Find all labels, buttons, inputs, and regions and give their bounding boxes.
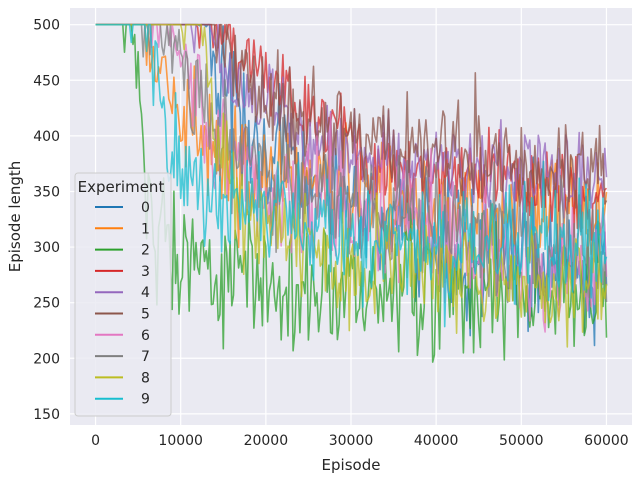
legend-label-8: 8 bbox=[141, 370, 150, 386]
y-tick-label: 400 bbox=[33, 129, 60, 145]
legend-label-5: 5 bbox=[141, 307, 150, 323]
x-axis-label: Episode bbox=[322, 456, 381, 474]
legend-label-2: 2 bbox=[141, 243, 150, 259]
series-line-9 bbox=[95, 23, 608, 328]
legend-label-7: 7 bbox=[141, 349, 150, 365]
legend: Experiment 0 1 2 3 4 5 6 7 8 9 bbox=[74, 172, 172, 417]
y-tick-label: 200 bbox=[33, 351, 60, 367]
legend-label-9: 9 bbox=[141, 392, 150, 408]
legend-label-0: 0 bbox=[141, 200, 150, 216]
legend-label-3: 3 bbox=[141, 264, 150, 280]
legend-box bbox=[74, 172, 172, 417]
y-tick-labels: 150 200 250 300 350 400 450 500 bbox=[33, 18, 60, 423]
legend-label-1: 1 bbox=[141, 221, 150, 237]
legend-label-4: 4 bbox=[141, 285, 150, 301]
y-tick-label: 300 bbox=[33, 240, 60, 256]
x-tick-label: 20000 bbox=[244, 433, 289, 449]
y-tick-label: 450 bbox=[33, 73, 60, 89]
series-line-7 bbox=[95, 23, 608, 304]
legend-label-6: 6 bbox=[141, 328, 150, 344]
y-tick-label: 150 bbox=[33, 407, 60, 423]
x-tick-label: 40000 bbox=[414, 433, 459, 449]
series-line-8 bbox=[95, 23, 608, 348]
series-line-6 bbox=[95, 23, 608, 333]
x-tick-label: 30000 bbox=[329, 433, 374, 449]
y-tick-label: 500 bbox=[33, 18, 60, 34]
x-tick-label: 10000 bbox=[158, 433, 203, 449]
x-tick-labels: 0 10000 20000 30000 40000 50000 60000 bbox=[91, 433, 629, 449]
y-tick-label: 350 bbox=[33, 184, 60, 200]
x-tick-label: 50000 bbox=[499, 433, 544, 449]
x-tick-label: 60000 bbox=[584, 433, 629, 449]
series-lines bbox=[95, 23, 608, 363]
y-axis-label: Episode length bbox=[6, 161, 24, 273]
y-tick-label: 250 bbox=[33, 296, 60, 312]
x-tick-label: 0 bbox=[91, 433, 100, 449]
legend-title: Experiment bbox=[78, 178, 165, 196]
